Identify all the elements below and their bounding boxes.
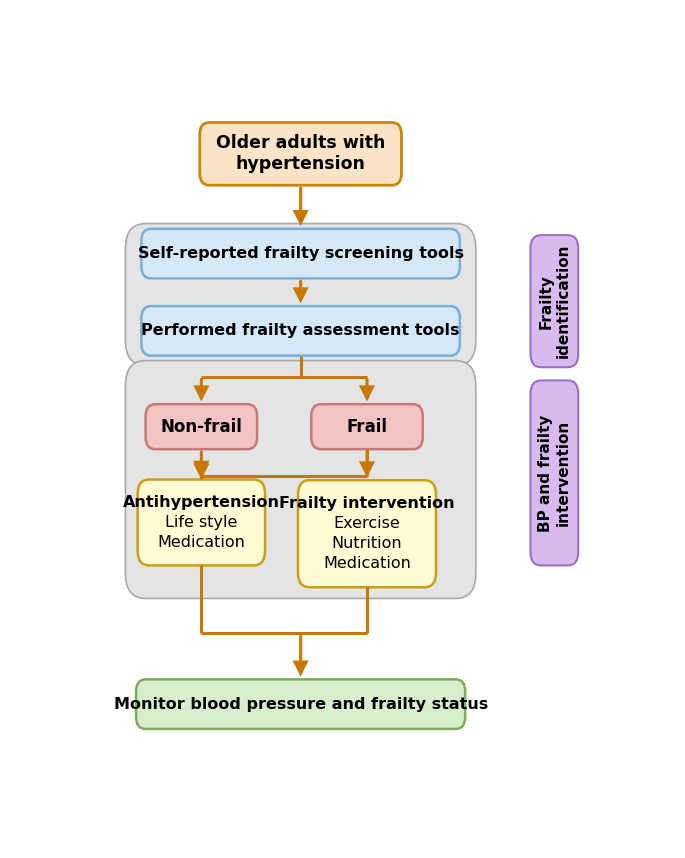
Text: Performed frailty assessment tools: Performed frailty assessment tools [141,323,460,338]
FancyBboxPatch shape [141,306,460,356]
FancyBboxPatch shape [298,480,436,587]
Text: Medication: Medication [158,535,245,550]
Text: BP and frailty
intervention: BP and frailty intervention [538,414,571,532]
Text: Antihypertension: Antihypertension [123,495,280,511]
Text: Non-frail: Non-frail [160,418,242,436]
Text: Medication: Medication [323,556,411,571]
FancyBboxPatch shape [530,380,578,565]
Text: Frailty
identification: Frailty identification [538,244,571,359]
FancyBboxPatch shape [146,404,257,449]
Text: Older adults with
hypertension: Older adults with hypertension [216,135,386,173]
Text: Frailty intervention: Frailty intervention [279,497,455,511]
FancyBboxPatch shape [125,360,476,599]
FancyBboxPatch shape [138,480,265,565]
Text: Life style: Life style [165,515,238,530]
FancyBboxPatch shape [530,235,578,367]
Text: Self-reported frailty screening tools: Self-reported frailty screening tools [138,246,464,261]
Text: Frail: Frail [347,418,388,436]
FancyBboxPatch shape [311,404,423,449]
Text: Monitor blood pressure and frailty status: Monitor blood pressure and frailty statu… [114,697,488,711]
FancyBboxPatch shape [200,123,401,185]
FancyBboxPatch shape [136,680,465,729]
FancyBboxPatch shape [125,224,476,366]
FancyBboxPatch shape [141,229,460,278]
Text: Exercise: Exercise [334,517,400,531]
Text: Nutrition: Nutrition [332,536,402,551]
